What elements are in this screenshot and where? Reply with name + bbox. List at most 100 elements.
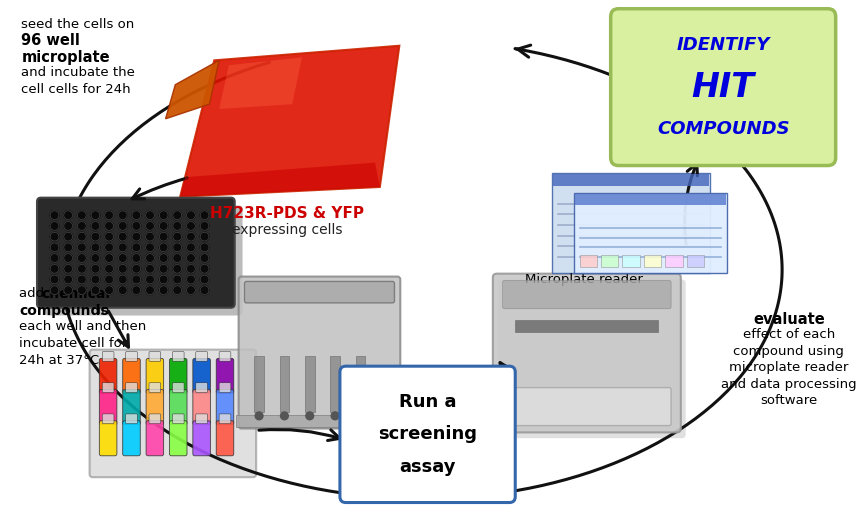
Circle shape — [105, 221, 113, 230]
Polygon shape — [180, 163, 380, 197]
FancyBboxPatch shape — [575, 194, 726, 205]
Text: and incubate the: and incubate the — [22, 66, 135, 79]
FancyBboxPatch shape — [498, 279, 686, 438]
FancyBboxPatch shape — [123, 421, 140, 456]
FancyBboxPatch shape — [280, 356, 289, 412]
Circle shape — [105, 254, 113, 263]
FancyBboxPatch shape — [172, 383, 184, 392]
Text: microplate reader: microplate reader — [729, 361, 849, 374]
Circle shape — [64, 211, 73, 219]
Circle shape — [186, 243, 196, 252]
FancyBboxPatch shape — [236, 415, 404, 427]
Circle shape — [159, 243, 168, 252]
Circle shape — [159, 264, 168, 273]
FancyBboxPatch shape — [146, 390, 164, 425]
Text: IDENTIFY: IDENTIFY — [676, 36, 770, 54]
Text: H723R-PDS & YFP: H723R-PDS & YFP — [210, 206, 365, 221]
Circle shape — [64, 232, 73, 241]
Circle shape — [119, 264, 127, 273]
FancyBboxPatch shape — [239, 277, 400, 428]
Text: assay: assay — [399, 458, 456, 476]
Circle shape — [91, 243, 100, 252]
Circle shape — [306, 412, 313, 420]
Circle shape — [91, 221, 100, 230]
FancyBboxPatch shape — [611, 9, 836, 166]
FancyBboxPatch shape — [515, 320, 658, 332]
Circle shape — [173, 264, 182, 273]
Text: COMPOUNDS: COMPOUNDS — [657, 120, 790, 139]
FancyBboxPatch shape — [219, 414, 231, 424]
Circle shape — [91, 211, 100, 219]
Circle shape — [50, 221, 59, 230]
FancyBboxPatch shape — [665, 255, 682, 267]
FancyBboxPatch shape — [244, 281, 395, 303]
FancyBboxPatch shape — [126, 414, 138, 424]
Circle shape — [186, 275, 196, 284]
Circle shape — [77, 254, 87, 263]
FancyBboxPatch shape — [305, 356, 314, 412]
Circle shape — [145, 211, 154, 219]
Circle shape — [119, 232, 127, 241]
FancyBboxPatch shape — [216, 390, 234, 425]
Text: 24h at 37°C: 24h at 37°C — [19, 354, 100, 366]
Circle shape — [119, 275, 127, 284]
Circle shape — [357, 412, 365, 420]
Circle shape — [91, 264, 100, 273]
Circle shape — [145, 286, 154, 294]
Circle shape — [186, 221, 196, 230]
Text: incubate cell for: incubate cell for — [19, 337, 127, 350]
Text: chemical: chemical — [41, 287, 110, 301]
Circle shape — [77, 211, 87, 219]
Circle shape — [200, 286, 209, 294]
Text: software: software — [760, 394, 818, 407]
Circle shape — [145, 232, 154, 241]
FancyBboxPatch shape — [126, 383, 138, 392]
Circle shape — [159, 211, 168, 219]
Circle shape — [64, 254, 73, 263]
Circle shape — [91, 275, 100, 284]
Circle shape — [200, 243, 209, 252]
Circle shape — [159, 221, 168, 230]
FancyBboxPatch shape — [146, 421, 164, 456]
FancyBboxPatch shape — [193, 390, 210, 425]
Circle shape — [91, 254, 100, 263]
Polygon shape — [219, 57, 302, 109]
Circle shape — [132, 286, 141, 294]
Circle shape — [145, 275, 154, 284]
Circle shape — [50, 275, 59, 284]
Text: screening: screening — [378, 425, 477, 443]
FancyBboxPatch shape — [149, 383, 161, 392]
Circle shape — [50, 211, 59, 219]
Circle shape — [50, 243, 59, 252]
FancyBboxPatch shape — [149, 352, 161, 361]
Circle shape — [186, 211, 196, 219]
FancyBboxPatch shape — [123, 390, 140, 425]
Circle shape — [200, 221, 209, 230]
FancyBboxPatch shape — [172, 414, 184, 424]
FancyBboxPatch shape — [493, 274, 681, 432]
Text: Run a: Run a — [399, 393, 456, 411]
FancyBboxPatch shape — [219, 352, 231, 361]
Circle shape — [173, 221, 182, 230]
FancyBboxPatch shape — [623, 255, 640, 267]
FancyBboxPatch shape — [172, 352, 184, 361]
Text: each well and then: each well and then — [19, 320, 146, 333]
FancyBboxPatch shape — [102, 352, 114, 361]
Circle shape — [159, 254, 168, 263]
Circle shape — [281, 412, 288, 420]
Circle shape — [91, 286, 100, 294]
FancyBboxPatch shape — [216, 421, 234, 456]
FancyBboxPatch shape — [102, 414, 114, 424]
Circle shape — [77, 232, 87, 241]
Text: cell cells for 24h: cell cells for 24h — [22, 83, 131, 96]
FancyBboxPatch shape — [170, 390, 187, 425]
Circle shape — [132, 243, 141, 252]
Circle shape — [132, 221, 141, 230]
Text: and data processing: and data processing — [721, 378, 856, 391]
Circle shape — [50, 232, 59, 241]
Circle shape — [119, 286, 127, 294]
FancyBboxPatch shape — [216, 358, 234, 393]
Text: seed the cells on: seed the cells on — [22, 18, 135, 31]
FancyBboxPatch shape — [502, 280, 671, 309]
Text: add: add — [19, 287, 48, 300]
